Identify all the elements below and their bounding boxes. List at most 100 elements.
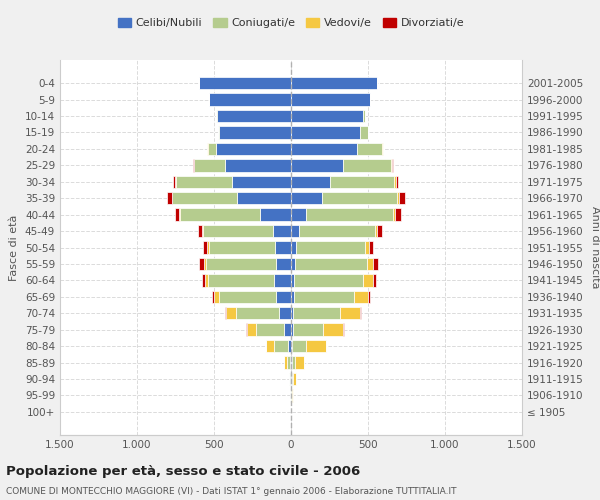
Bar [290,373,291,385]
Bar [292,356,295,368]
Bar [208,274,274,286]
Bar [232,176,291,188]
Y-axis label: Anni di nascita: Anni di nascita [590,206,600,289]
Bar [292,373,293,385]
Bar [293,307,340,320]
Bar [194,159,225,172]
Bar [199,258,204,270]
Bar [205,274,208,286]
Bar [236,307,278,320]
Legend: Celibi/Nubili, Coniugati/e, Vedovi/e, Divorziati/e: Celibi/Nubili, Coniugati/e, Vedovi/e, Di… [113,13,469,32]
Bar [291,159,343,172]
Bar [365,242,369,254]
Bar [396,176,398,188]
Bar [291,242,296,254]
Bar [394,176,396,188]
Bar [180,208,260,221]
Text: COMUNE DI MONTECCHIO MAGGIORE (VI) - Dati ISTAT 1° gennaio 2006 - Elaborazione T: COMUNE DI MONTECCHIO MAGGIORE (VI) - Dat… [6,488,457,496]
Bar [368,290,370,303]
Bar [260,208,291,221]
Bar [172,192,237,204]
Bar [274,274,291,286]
Bar [360,126,368,138]
Bar [176,176,232,188]
Bar [397,192,399,204]
Bar [202,274,205,286]
Bar [293,373,296,385]
Bar [212,290,214,303]
Bar [198,225,202,237]
Bar [292,340,306,352]
Bar [296,242,365,254]
Bar [214,290,218,303]
Bar [291,176,329,188]
Bar [292,389,293,402]
Bar [322,192,397,204]
Bar [275,290,291,303]
Bar [278,307,291,320]
Bar [291,110,364,122]
Bar [266,340,274,352]
Bar [226,307,236,320]
Bar [291,126,360,138]
Bar [291,290,294,303]
Bar [382,143,383,155]
Bar [295,356,304,368]
Bar [237,192,291,204]
Y-axis label: Fasce di età: Fasce di età [10,214,19,280]
Bar [290,356,291,368]
Bar [329,176,394,188]
Bar [357,143,382,155]
Bar [392,208,395,221]
Bar [247,324,256,336]
Bar [175,208,179,221]
Bar [399,192,405,204]
Text: Popolazione per età, sesso e stato civile - 2006: Popolazione per età, sesso e stato civil… [6,465,360,478]
Bar [291,77,377,90]
Bar [225,159,291,172]
Bar [288,340,291,352]
Bar [293,324,323,336]
Bar [225,307,226,320]
Bar [359,307,361,320]
Bar [203,225,272,237]
Bar [291,274,294,286]
Bar [291,225,299,237]
Bar [275,242,291,254]
Bar [218,290,275,303]
Bar [291,356,292,368]
Bar [291,143,357,155]
Bar [375,225,377,237]
Bar [284,324,291,336]
Bar [295,258,367,270]
Bar [274,340,288,352]
Bar [291,307,293,320]
Bar [307,208,392,221]
Bar [217,110,291,122]
Bar [299,225,375,237]
Bar [364,110,365,122]
Bar [343,159,391,172]
Bar [173,176,175,188]
Bar [291,258,295,270]
Bar [373,258,378,270]
Bar [395,208,401,221]
Bar [209,242,275,254]
Bar [206,258,275,270]
Bar [179,208,180,221]
Bar [377,225,382,237]
Bar [272,225,291,237]
Bar [218,126,291,138]
Bar [202,225,203,237]
Bar [369,242,373,254]
Bar [167,192,172,204]
Bar [294,290,354,303]
Bar [291,192,322,204]
Bar [306,340,326,352]
Bar [289,373,290,385]
Bar [340,307,359,320]
Bar [367,258,373,270]
Bar [203,242,207,254]
Bar [364,274,373,286]
Bar [291,94,370,106]
